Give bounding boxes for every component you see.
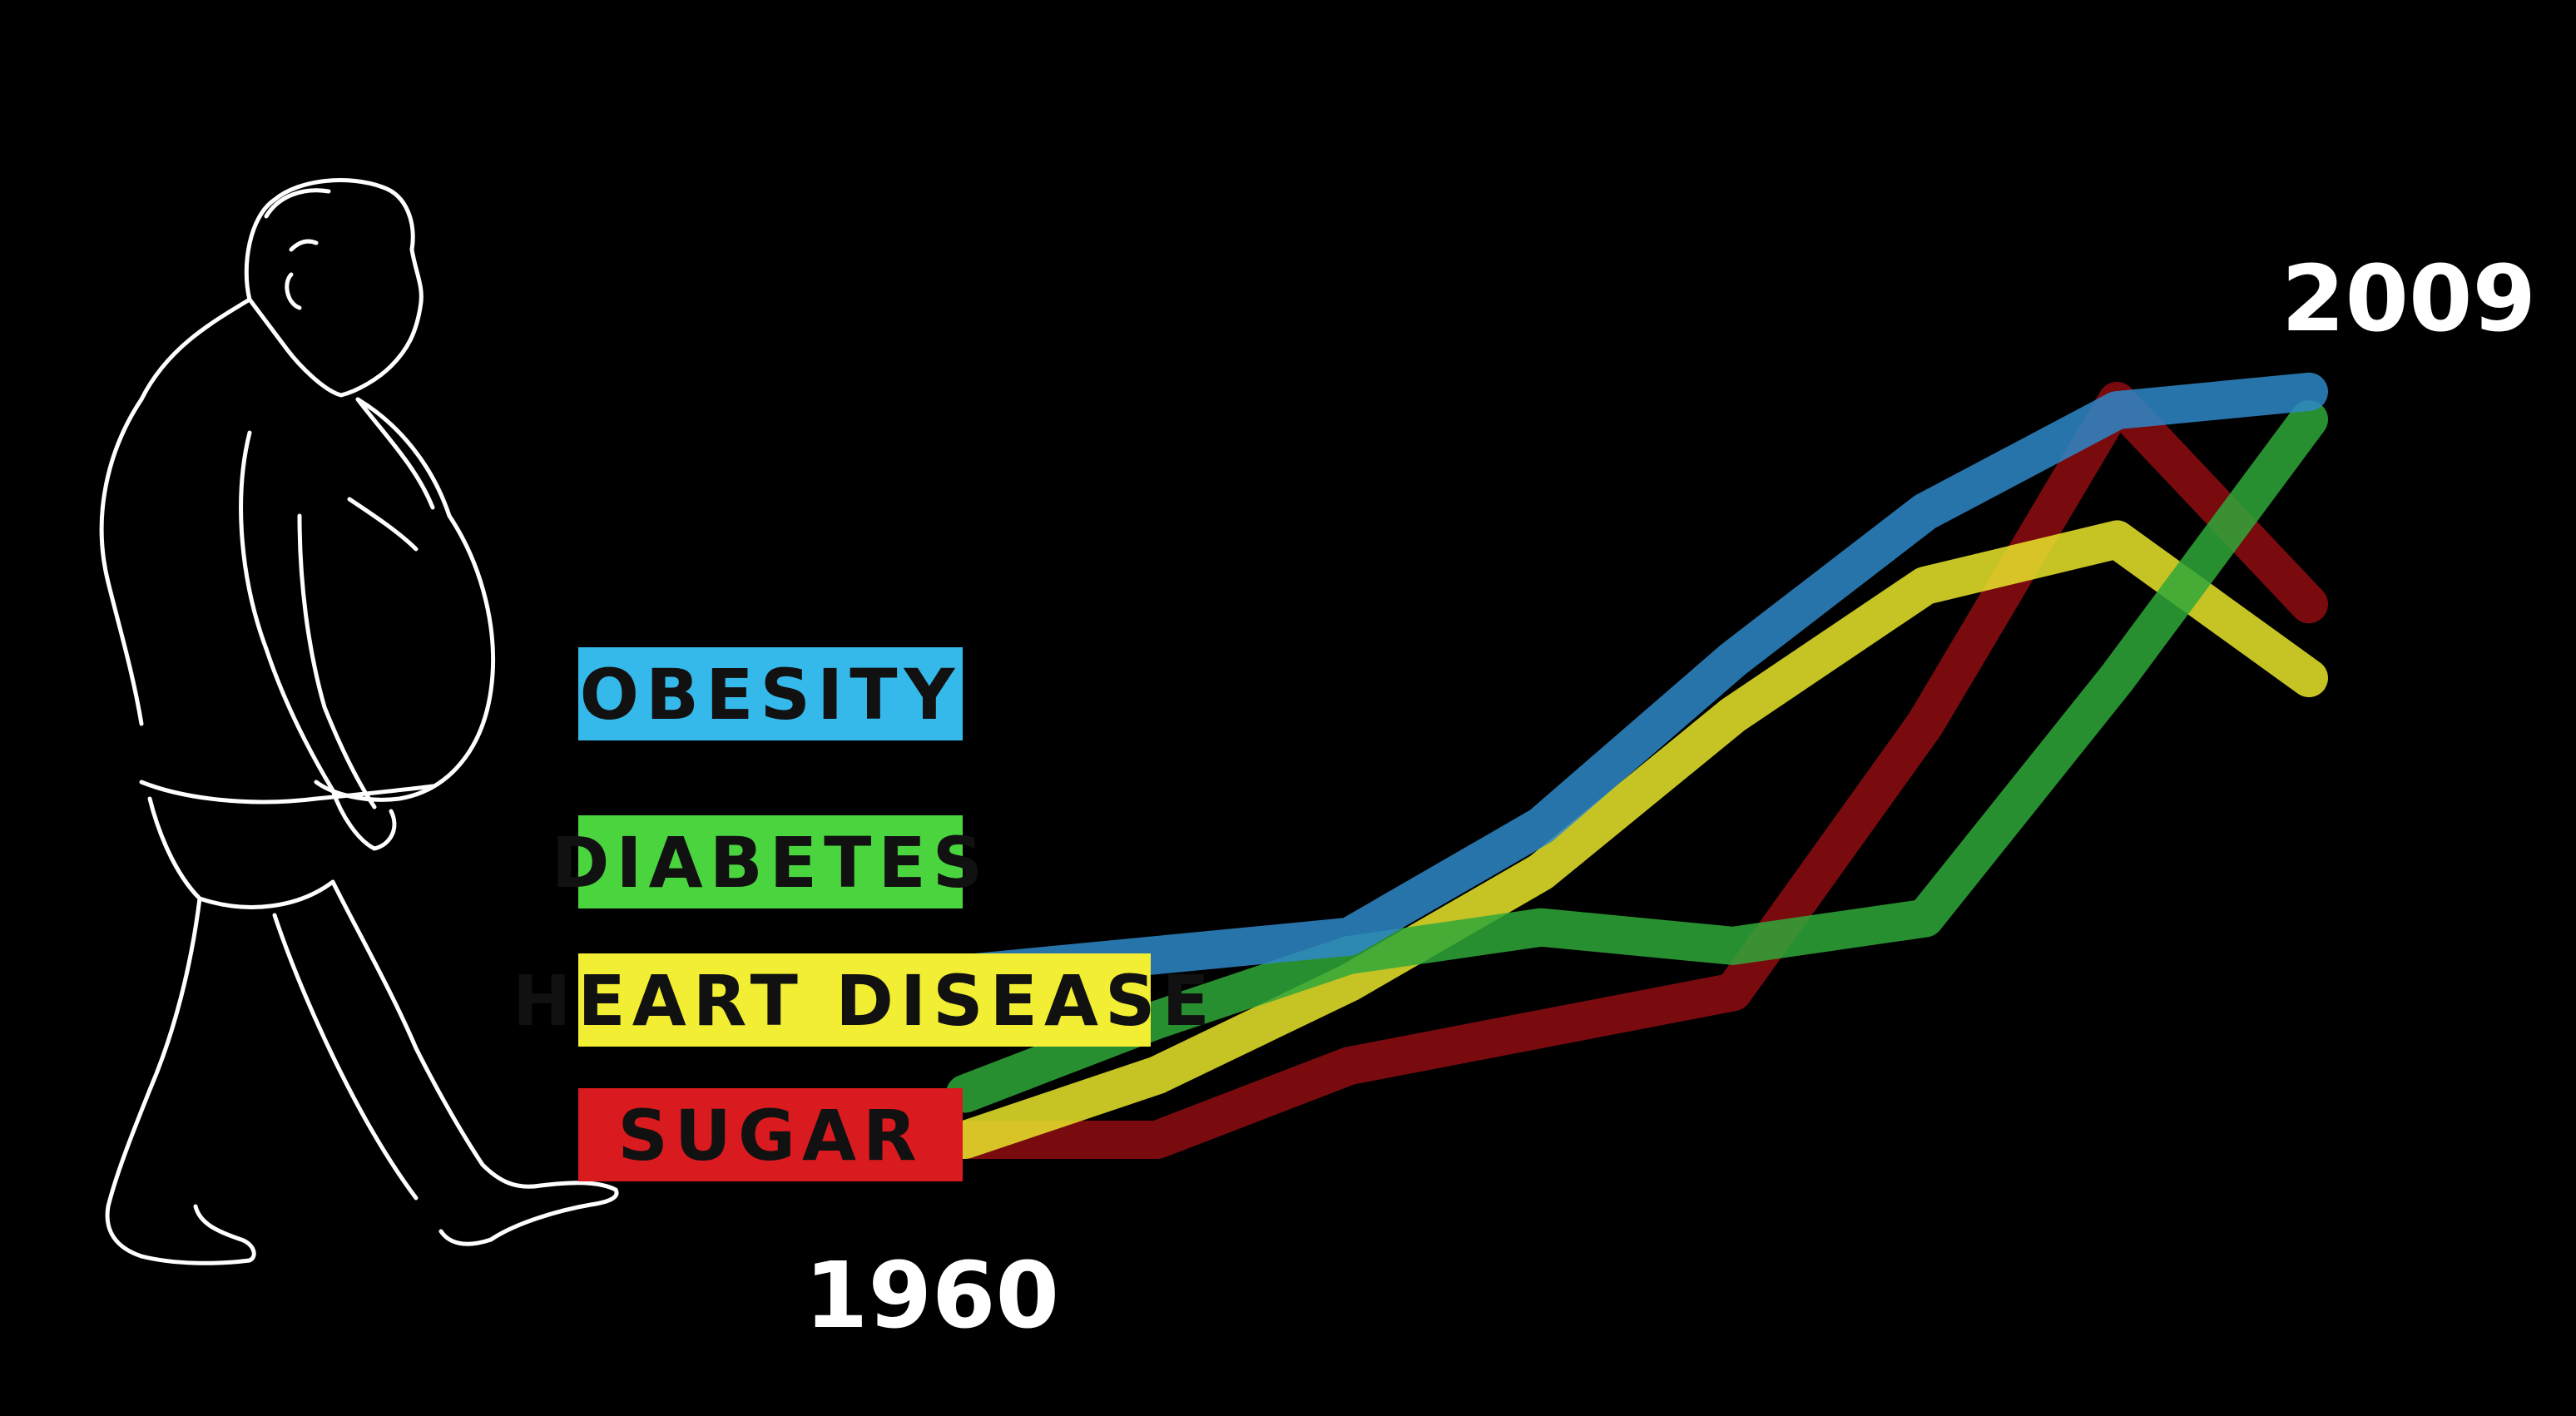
legend-item-obesity: OBESITY bbox=[578, 647, 963, 740]
legend-label: SUGAR bbox=[617, 1095, 923, 1176]
legend-label: OBESITY bbox=[580, 654, 962, 735]
legend-label: DIABETES bbox=[552, 822, 990, 904]
legend-swatch bbox=[578, 1088, 963, 1181]
legend-swatch bbox=[578, 815, 963, 909]
legend-swatch bbox=[578, 953, 1151, 1047]
legend-label: HEART DISEASE bbox=[513, 960, 1216, 1042]
legend-item-sugar: SUGAR bbox=[578, 1088, 963, 1181]
x-end-label: 2009 bbox=[2281, 245, 2536, 352]
x-start-label: 1960 bbox=[805, 1242, 1059, 1349]
series-line-sugar bbox=[946, 382, 2328, 1159]
series-line-obesity bbox=[946, 372, 2328, 993]
series-line-diabetes bbox=[946, 400, 2328, 1113]
legend-item-diabetes: DIABETES bbox=[552, 815, 990, 909]
overweight-man-walking-icon bbox=[99, 178, 619, 1265]
series-line-heart-disease bbox=[946, 520, 2328, 1159]
series-lines bbox=[946, 372, 2328, 1159]
legend-swatch bbox=[578, 647, 963, 740]
legend: OBESITY DIABETES HEART DISEASE SUGAR bbox=[513, 647, 1216, 1181]
legend-item-heart-disease: HEART DISEASE bbox=[513, 953, 1216, 1047]
